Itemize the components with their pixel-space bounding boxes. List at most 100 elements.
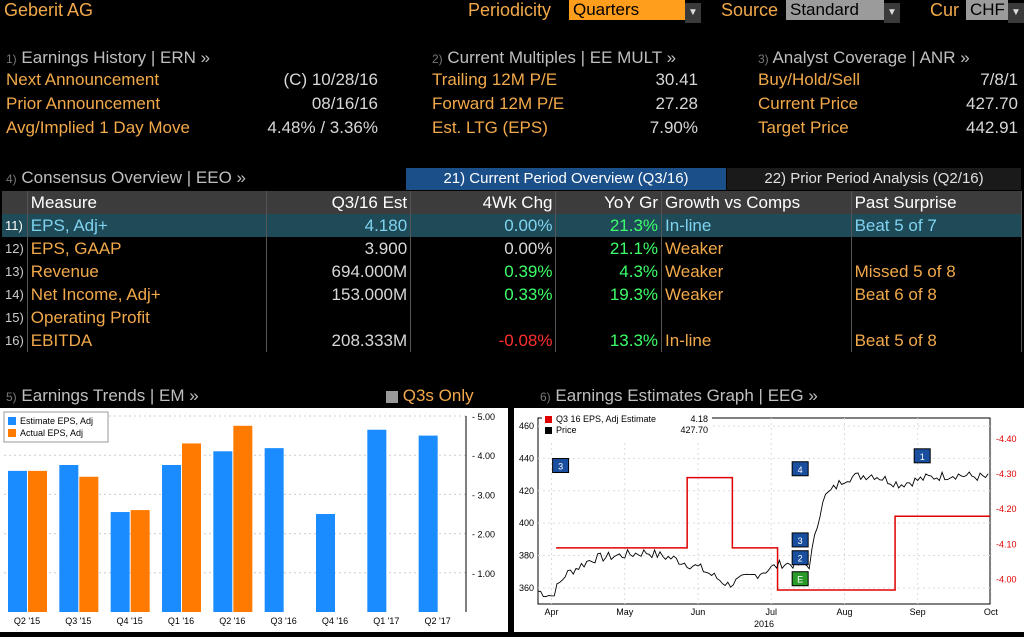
bar-actual bbox=[182, 443, 201, 612]
toggle-label: Q3s Only bbox=[402, 386, 474, 405]
table-row[interactable]: 16) EBITDA 208.333M -0.08% 13.3% In-line… bbox=[2, 329, 1023, 352]
top-bar: Geberit AG Periodicity Quarters ▼ Source … bbox=[0, 0, 1024, 24]
row-value: 27.28 bbox=[655, 94, 698, 113]
section-number: 5) bbox=[6, 390, 17, 404]
marker-box bbox=[791, 571, 809, 587]
chevron-down-icon[interactable]: ▼ bbox=[1008, 3, 1024, 23]
chg-cell: -0.08% bbox=[410, 329, 557, 352]
price-line bbox=[537, 470, 989, 598]
row-label: Prior Announcement bbox=[6, 94, 161, 113]
right-tick-label: -4.20 bbox=[996, 504, 1017, 514]
periodicity-dropdown[interactable]: Quarters ▼ bbox=[569, 0, 701, 23]
header-cell[interactable]: 4Wk Chg bbox=[410, 191, 557, 214]
legend-swatch bbox=[545, 416, 552, 423]
legend-label: Actual EPS, Adj bbox=[20, 428, 83, 438]
header-cell[interactable]: YoY Gr bbox=[555, 191, 663, 214]
legend-label: Price bbox=[556, 425, 577, 435]
x-tick-label: Q3 '15 bbox=[65, 616, 91, 626]
chg-cell bbox=[410, 306, 557, 329]
left-tick-label: 460 bbox=[519, 421, 534, 431]
marker-box bbox=[552, 458, 570, 474]
surprise-cell: Beat 5 of 8 bbox=[851, 329, 1023, 352]
chevron-down-icon[interactable]: ▼ bbox=[685, 3, 701, 23]
left-tick-label: 440 bbox=[519, 453, 534, 463]
yoy-cell: 4.3% bbox=[555, 260, 663, 283]
chevron-down-icon[interactable]: ▼ bbox=[884, 3, 900, 23]
bar-estimate bbox=[264, 448, 284, 612]
prior-announcement-row: Prior Announcement 08/16/16 bbox=[6, 92, 378, 116]
header-cell[interactable]: Past Surprise bbox=[851, 191, 1023, 214]
x-tick-label: Q1 '17 bbox=[373, 616, 399, 626]
row-value: 7.90% bbox=[649, 118, 698, 137]
x-tick-label: Q4 '16 bbox=[322, 616, 348, 626]
table-row[interactable]: 14) Net Income, Adj+ 153.000M 0.33% 19.3… bbox=[2, 283, 1023, 306]
currency-dropdown[interactable]: CHF ▼ bbox=[966, 0, 1024, 23]
periodicity-value: Quarters bbox=[569, 0, 685, 20]
source-value: Standard bbox=[786, 0, 884, 20]
row-label: Current Price bbox=[758, 94, 859, 113]
earnings-estimates-title[interactable]: 6) Earnings Estimates Graph | EEG » bbox=[540, 386, 818, 406]
left-tick-label: 400 bbox=[519, 518, 534, 528]
legend-swatch bbox=[545, 427, 552, 434]
table-row[interactable]: 15) Operating Profit bbox=[2, 306, 1023, 329]
section-number: 6) bbox=[540, 390, 551, 404]
x-tick-label: Sep bbox=[910, 607, 926, 617]
source-label: Source bbox=[721, 0, 779, 20]
tab-prior-period[interactable]: 22) Prior Period Analysis (Q2/16) bbox=[727, 168, 1021, 190]
consensus-overview-title[interactable]: 4) Consensus Overview | EEO » bbox=[6, 168, 246, 188]
comps-cell bbox=[661, 306, 852, 329]
checkbox-icon[interactable] bbox=[386, 390, 398, 403]
row-label: Trailing 12M P/E bbox=[432, 70, 558, 89]
earnings-history-title[interactable]: 1) Earnings History | ERN » bbox=[6, 48, 378, 68]
surprise-cell: Beat 5 of 7 bbox=[851, 214, 1023, 237]
comps-cell: In-line bbox=[661, 329, 852, 352]
yoy-cell: 21.1% bbox=[555, 237, 663, 260]
section-title: Earnings Estimates Graph | EEG » bbox=[555, 386, 818, 405]
row-value: 30.41 bbox=[655, 70, 698, 89]
header-cell[interactable]: Q3/16 Est bbox=[266, 191, 412, 214]
trailing-pe-row: Trailing 12M P/E 30.41 bbox=[432, 68, 698, 92]
left-tick-label: 420 bbox=[519, 486, 534, 496]
comps-cell: Weaker bbox=[661, 283, 852, 306]
earnings-trends-title[interactable]: 5) Earnings Trends | EM » bbox=[6, 386, 199, 406]
legend-label: Estimate EPS, Adj bbox=[20, 416, 93, 426]
section-number: 3) bbox=[758, 52, 769, 66]
header-cell[interactable]: Growth vs Comps bbox=[661, 191, 852, 214]
chg-cell: 0.33% bbox=[410, 283, 557, 306]
next-announcement-row: Next Announcement (C) 10/28/16 bbox=[6, 68, 378, 92]
tab-current-period[interactable]: 21) Current Period Overview (Q3/16) bbox=[406, 168, 726, 190]
bar-estimate bbox=[316, 514, 335, 612]
est-cell: 3.900 bbox=[266, 237, 412, 260]
table-row[interactable]: 11) EPS, Adj+ 4.180 0.00% 21.3% In-line … bbox=[2, 214, 1023, 237]
table-row[interactable]: 12) EPS, GAAP 3.900 0.00% 21.1% Weaker bbox=[2, 237, 1023, 260]
bar-estimate bbox=[213, 451, 233, 612]
periodicity-label: Periodicity bbox=[468, 0, 552, 20]
y-tick-label: - 4.00 bbox=[472, 451, 495, 461]
ltg-row: Est. LTG (EPS) 7.90% bbox=[432, 116, 698, 140]
comps-cell: Weaker bbox=[661, 237, 852, 260]
section-title: Earnings Trends | EM » bbox=[21, 386, 199, 405]
currency-value: CHF bbox=[966, 0, 1008, 20]
x-tick-label: Q1 '16 bbox=[168, 616, 194, 626]
marker-label: 2 bbox=[798, 554, 803, 564]
row-value: (C) 10/28/16 bbox=[283, 70, 379, 89]
section-title: Current Multiples | EE MULT » bbox=[447, 48, 677, 67]
line-chart-svg: 360 380 400 420 440 460 -4.00 -4.10 -4.20 -4.30 -4… bbox=[519, 412, 1017, 629]
header-cell[interactable]: Measure bbox=[27, 191, 267, 214]
x-tick-label: Q2 '17 bbox=[425, 616, 451, 626]
analyst-coverage-title[interactable]: 3) Analyst Coverage | ANR » bbox=[758, 48, 1018, 68]
row-value: 427.70 bbox=[966, 94, 1018, 113]
marker-label: E bbox=[797, 575, 803, 585]
bar-actual bbox=[79, 476, 99, 612]
table-row[interactable]: 13) Revenue 694.000M 0.39% 4.3% Weaker M… bbox=[2, 260, 1023, 283]
current-multiples-title[interactable]: 2) Current Multiples | EE MULT » bbox=[432, 48, 698, 68]
q3s-only-toggle[interactable]: Q3s Only bbox=[386, 386, 474, 406]
left-tick-label: 360 bbox=[519, 583, 534, 593]
marker-label: 3 bbox=[558, 462, 563, 472]
company-name: Geberit AG bbox=[4, 0, 94, 20]
row-label: Avg/Implied 1 Day Move bbox=[6, 118, 190, 137]
source-dropdown[interactable]: Standard ▼ bbox=[786, 0, 900, 23]
bar-estimate bbox=[418, 435, 438, 612]
row-label: Target Price bbox=[758, 118, 849, 137]
section-title: Earnings History | ERN » bbox=[21, 48, 211, 67]
